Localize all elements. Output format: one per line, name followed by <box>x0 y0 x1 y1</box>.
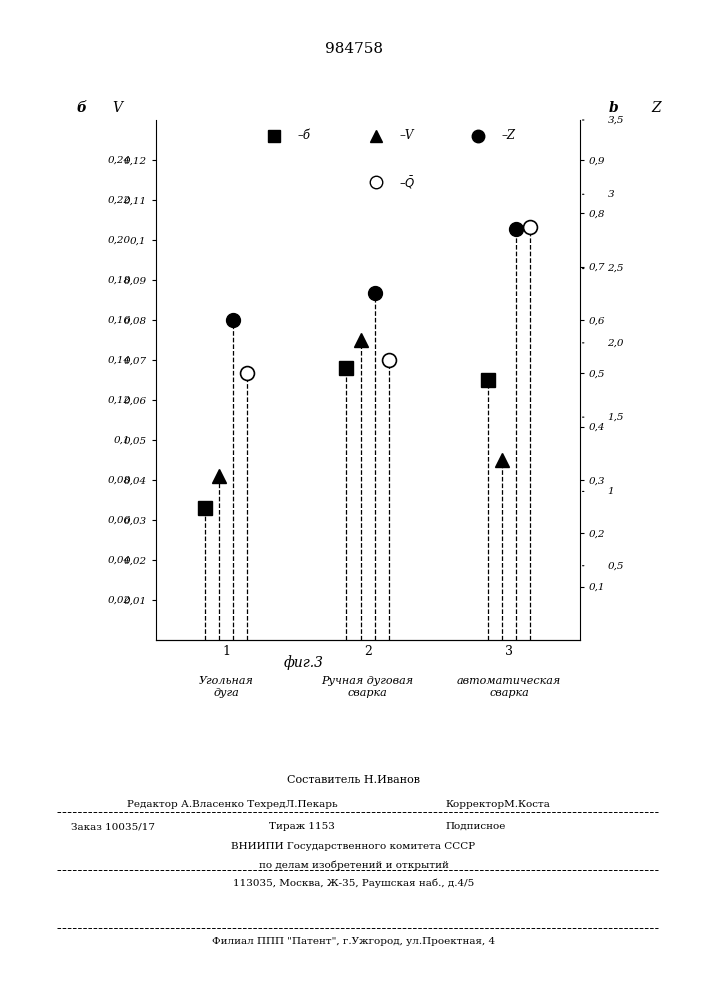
Text: Редактор А.Власенко ТехредЛ.Пекарь: Редактор А.Власенко ТехредЛ.Пекарь <box>127 800 338 809</box>
Text: 0,08: 0,08 <box>107 476 131 485</box>
Text: 0,02: 0,02 <box>107 595 131 604</box>
Text: b: b <box>609 101 619 115</box>
Text: Ручная дуговая
сварка: Ручная дуговая сварка <box>322 676 414 698</box>
Text: 0,12: 0,12 <box>107 395 131 404</box>
Text: 0,22: 0,22 <box>107 196 131 205</box>
Text: КорректорМ.Коста: КорректорМ.Коста <box>445 800 550 809</box>
Text: 0,1: 0,1 <box>114 436 131 444</box>
Text: 2,0: 2,0 <box>607 338 624 347</box>
Text: фиг.3: фиг.3 <box>284 655 324 670</box>
Text: автоматическая
сварка: автоматическая сварка <box>457 676 561 698</box>
Text: –$\bar{Q}$: –$\bar{Q}$ <box>399 174 416 191</box>
Text: Тираж 1153: Тираж 1153 <box>269 822 334 831</box>
Text: –V: –V <box>399 129 414 142</box>
Text: 0,06: 0,06 <box>107 516 131 524</box>
Text: Филиал ППП "Патент", г.Ужгород, ул.Проектная, 4: Филиал ППП "Патент", г.Ужгород, ул.Проек… <box>212 937 495 946</box>
Text: 3: 3 <box>607 190 614 199</box>
Text: 0,16: 0,16 <box>107 316 131 324</box>
Text: 2,5: 2,5 <box>607 264 624 273</box>
Text: 1: 1 <box>607 487 614 496</box>
Text: 0,20: 0,20 <box>107 235 131 244</box>
Text: V: V <box>112 101 122 115</box>
Text: 1,5: 1,5 <box>607 413 624 422</box>
Text: –Z: –Z <box>501 129 515 142</box>
Text: 0,5: 0,5 <box>607 561 624 570</box>
Text: б: б <box>76 101 86 115</box>
Text: 3,5: 3,5 <box>607 115 624 124</box>
Text: Подписное: Подписное <box>445 822 506 831</box>
Text: ВНИИПИ Государственного комитета СССР: ВНИИПИ Государственного комитета СССР <box>231 842 476 851</box>
Text: 0,18: 0,18 <box>107 275 131 284</box>
Text: Угольная
дуга: Угольная дуга <box>199 676 254 698</box>
Text: 0,04: 0,04 <box>107 556 131 564</box>
Text: 0,24: 0,24 <box>107 155 131 164</box>
Text: 984758: 984758 <box>325 42 382 56</box>
Text: по делам изобретений и открытий: по делам изобретений и открытий <box>259 860 448 869</box>
Text: 0,14: 0,14 <box>107 356 131 364</box>
Text: Составитель Н.Иванов: Составитель Н.Иванов <box>287 775 420 785</box>
Text: Заказ 10035/17: Заказ 10035/17 <box>71 822 155 831</box>
Text: Z: Z <box>651 101 661 115</box>
Text: 113035, Москва, Ж-35, Раушская наб., д.4/5: 113035, Москва, Ж-35, Раушская наб., д.4… <box>233 878 474 888</box>
Text: –б: –б <box>298 129 310 142</box>
